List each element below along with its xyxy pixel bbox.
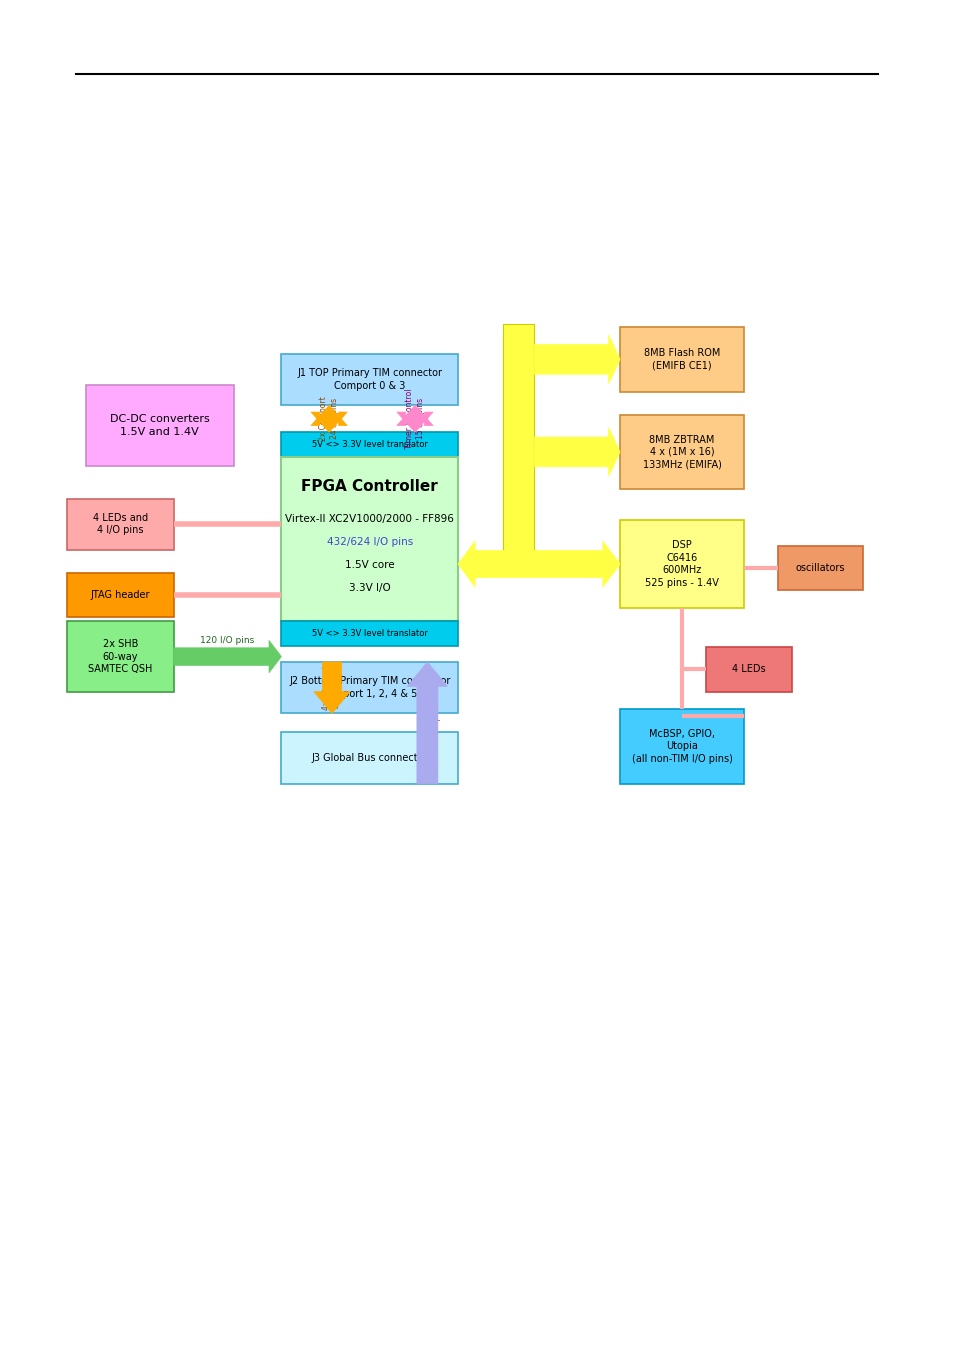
- Text: 3.3V I/O: 3.3V I/O: [349, 582, 390, 593]
- FancyBboxPatch shape: [86, 385, 233, 466]
- FancyBboxPatch shape: [281, 457, 457, 621]
- FancyBboxPatch shape: [281, 354, 457, 405]
- FancyBboxPatch shape: [619, 520, 743, 608]
- FancyBboxPatch shape: [67, 573, 173, 617]
- Text: 32-bit EMIFA: 32-bit EMIFA: [506, 559, 571, 569]
- Polygon shape: [534, 427, 619, 477]
- Text: DSP
C6416
600MHz
525 pins - 1.4V: DSP C6416 600MHz 525 pins - 1.4V: [644, 540, 719, 588]
- Text: 8MB Flash ROM
(EMIFB CE1): 8MB Flash ROM (EMIFB CE1): [643, 349, 720, 370]
- FancyBboxPatch shape: [777, 546, 862, 590]
- FancyBboxPatch shape: [281, 621, 457, 646]
- Polygon shape: [457, 540, 619, 586]
- FancyBboxPatch shape: [281, 662, 457, 713]
- Text: 120 I/O pins: 120 I/O pins: [200, 636, 254, 644]
- Text: 4x Comport
48 I/O pins: 4x Comport 48 I/O pins: [321, 665, 342, 711]
- Text: 4 LEDs: 4 LEDs: [731, 665, 765, 674]
- Text: Timer & Control
15 I/O pins: Timer & Control 15 I/O pins: [404, 389, 425, 449]
- Text: 1.5V core: 1.5V core: [344, 559, 395, 570]
- Text: J3 Global Bus connector: J3 Global Bus connector: [311, 753, 428, 763]
- Text: Virtex-II XC2V1000/2000 - FF896: Virtex-II XC2V1000/2000 - FF896: [285, 513, 454, 524]
- Polygon shape: [396, 405, 433, 432]
- Polygon shape: [314, 662, 350, 713]
- FancyBboxPatch shape: [502, 324, 534, 565]
- Text: McBSP, GPIO,
Utopia
(all non-TIM I/O pins): McBSP, GPIO, Utopia (all non-TIM I/O pin…: [631, 730, 732, 763]
- Text: J2 Bottom Primary TIM connector
Comport 1, 2, 4 & 5: J2 Bottom Primary TIM connector Comport …: [289, 677, 450, 698]
- Text: DC-DC converters
1.5V and 1.4V: DC-DC converters 1.5V and 1.4V: [110, 415, 210, 436]
- FancyBboxPatch shape: [619, 709, 743, 784]
- FancyBboxPatch shape: [67, 621, 173, 692]
- Polygon shape: [534, 335, 619, 384]
- Polygon shape: [407, 662, 447, 784]
- Text: 432/624 I/O pins: 432/624 I/O pins: [326, 536, 413, 547]
- FancyBboxPatch shape: [67, 499, 173, 550]
- Text: Global Bus
74 I/O pins: Global Bus 74 I/O pins: [420, 705, 441, 746]
- Text: 5V <> 3.3V level translator: 5V <> 3.3V level translator: [312, 630, 427, 638]
- Polygon shape: [311, 405, 347, 432]
- Text: 2x SHB
60-way
SAMTEC QSH: 2x SHB 60-way SAMTEC QSH: [88, 639, 152, 674]
- Polygon shape: [173, 640, 281, 673]
- Text: 5V <> 3.3V level translator: 5V <> 3.3V level translator: [312, 440, 427, 449]
- Text: FPGA Controller: FPGA Controller: [301, 478, 437, 494]
- Text: 4 LEDs and
4 I/O pins: 4 LEDs and 4 I/O pins: [92, 513, 148, 535]
- Text: JTAG header: JTAG header: [91, 590, 150, 600]
- Text: 8MB ZBTRAM
4 x (1M x 16)
133MHz (EMIFA): 8MB ZBTRAM 4 x (1M x 16) 133MHz (EMIFA): [642, 435, 720, 469]
- Text: J1 TOP Primary TIM connector
Comport 0 & 3: J1 TOP Primary TIM connector Comport 0 &…: [297, 369, 441, 390]
- FancyBboxPatch shape: [281, 432, 457, 457]
- Text: oscillators: oscillators: [795, 563, 844, 573]
- FancyBboxPatch shape: [619, 415, 743, 489]
- FancyBboxPatch shape: [281, 732, 457, 784]
- Text: 2x Comport
24 I/O pins: 2x Comport 24 I/O pins: [318, 396, 339, 442]
- FancyBboxPatch shape: [705, 647, 791, 692]
- FancyBboxPatch shape: [619, 327, 743, 392]
